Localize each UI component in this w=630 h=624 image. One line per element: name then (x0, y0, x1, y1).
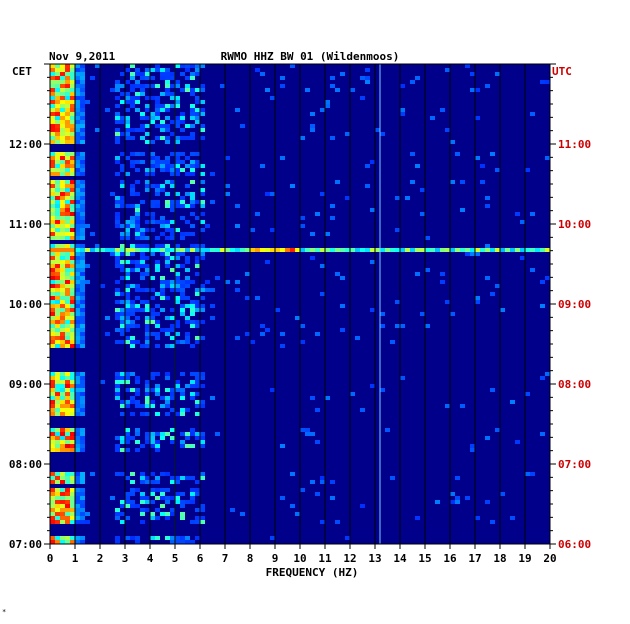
right-time-label: 07:00 (558, 458, 591, 471)
footer-mark: * (2, 608, 6, 616)
x-tick-label: 0 (47, 552, 54, 565)
right-timezone-label: UTC (552, 65, 572, 78)
x-tick-label: 20 (543, 552, 556, 565)
right-time-label: 09:00 (558, 298, 591, 311)
x-tick-label: 9 (272, 552, 279, 565)
left-timezone-label: CET (12, 65, 32, 78)
left-time-label: 07:00 (9, 538, 42, 551)
x-tick-label: 5 (172, 552, 179, 565)
x-tick-label: 19 (518, 552, 531, 565)
x-tick-label: 15 (418, 552, 431, 565)
x-tick-label: 17 (468, 552, 481, 565)
x-tick-label: 11 (318, 552, 332, 565)
frequency-axis: 0 1 2 3 4 5 6 7 8 9 10 11 12 13 14 15 16 17 18 19 20 (47, 544, 557, 565)
frequency-grid (49, 64, 551, 544)
chart-title: RWMO HHZ BW 01 (Wildenmoos) (221, 50, 400, 63)
right-time-axis: 11:00 10:00 09:00 08:00 07:00 06:00 (550, 63, 591, 551)
x-tick-label: 18 (493, 552, 506, 565)
x-tick-label: 4 (147, 552, 154, 565)
x-axis-label: FREQUENCY (HZ) (266, 566, 359, 579)
chart-date: Nov 9,2011 (49, 50, 116, 63)
right-time-label: 08:00 (558, 378, 591, 391)
right-time-label: 06:00 (558, 538, 591, 551)
x-tick-label: 3 (122, 552, 129, 565)
right-time-label: 10:00 (558, 218, 591, 231)
x-tick-label: 12 (343, 552, 356, 565)
x-tick-label: 2 (97, 552, 104, 565)
x-tick-label: 8 (247, 552, 254, 565)
left-time-label: 11:00 (9, 218, 42, 231)
x-tick-label: 16 (443, 552, 457, 565)
left-time-label: 10:00 (9, 298, 42, 311)
spectrogram-cells (50, 64, 550, 544)
right-time-label: 11:00 (558, 138, 591, 151)
x-tick-label: 7 (222, 552, 229, 565)
x-tick-label: 10 (293, 552, 306, 565)
left-time-axis: 12:00 11:00 10:00 09:00 08:00 07:00 (9, 63, 50, 551)
left-time-label: 09:00 (9, 378, 42, 391)
x-tick-label: 13 (368, 552, 381, 565)
x-tick-label: 14 (393, 552, 407, 565)
left-time-label: 08:00 (9, 458, 42, 471)
x-tick-label: 1 (72, 552, 79, 565)
left-time-label: 12:00 (9, 138, 42, 151)
x-tick-label: 6 (197, 552, 204, 565)
